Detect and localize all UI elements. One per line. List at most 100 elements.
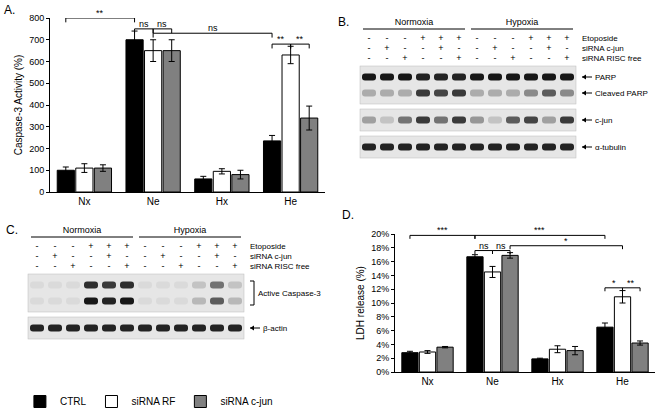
svg-text:200: 200 [29, 144, 44, 154]
svg-text:+: + [70, 261, 75, 271]
svg-text:-: - [90, 251, 93, 261]
svg-text:-: - [494, 53, 497, 63]
svg-text:β-actin: β-actin [263, 324, 287, 333]
svg-text:-: - [368, 43, 371, 53]
svg-text:siRNA RISC free: siRNA RISC free [582, 54, 642, 63]
svg-text:-: - [162, 241, 165, 251]
svg-text:Caspase-3 Activity (%): Caspase-3 Activity (%) [13, 55, 24, 156]
svg-text:siRNA RF: siRNA RF [131, 396, 175, 407]
svg-text:8%: 8% [376, 312, 389, 322]
svg-text:ns: ns [157, 19, 167, 29]
svg-text:Active Caspase-3: Active Caspase-3 [258, 289, 321, 298]
svg-text:Normoxia: Normoxia [395, 17, 434, 27]
svg-text:Ne: Ne [147, 196, 160, 207]
svg-text:-: - [548, 53, 551, 63]
svg-text:-: - [494, 33, 497, 43]
svg-text:***: *** [534, 225, 545, 235]
svg-text:-: - [476, 53, 479, 63]
svg-text:+: + [438, 33, 443, 43]
svg-text:+: + [124, 241, 129, 251]
svg-text:Etoposide: Etoposide [582, 34, 618, 43]
svg-text:-: - [440, 53, 443, 63]
svg-text:100: 100 [29, 165, 44, 175]
svg-text:+: + [232, 261, 237, 271]
svg-text:c-jun: c-jun [595, 116, 612, 125]
svg-text:He: He [616, 376, 629, 387]
svg-text:-: - [458, 43, 461, 53]
svg-text:-: - [368, 33, 371, 43]
svg-text:-: - [404, 43, 407, 53]
svg-text:10%: 10% [371, 298, 389, 308]
svg-text:+: + [456, 33, 461, 43]
svg-text:-: - [162, 261, 165, 271]
svg-text:+: + [196, 241, 201, 251]
svg-text:siRNA RISC free: siRNA RISC free [250, 262, 310, 271]
svg-text:He: He [284, 196, 297, 207]
svg-text:-: - [180, 241, 183, 251]
svg-text:-: - [126, 251, 129, 261]
svg-text:+: + [124, 261, 129, 271]
svg-text:-: - [198, 251, 201, 261]
svg-text:ns: ns [208, 23, 218, 33]
svg-text:18%: 18% [371, 243, 389, 253]
svg-text:-: - [144, 251, 147, 261]
svg-text:-: - [180, 251, 183, 261]
svg-text:-: - [530, 53, 533, 63]
svg-text:CTRL: CTRL [60, 396, 87, 407]
svg-text:-: - [422, 53, 425, 63]
svg-text:-: - [422, 43, 425, 53]
svg-text:+: + [232, 241, 237, 251]
svg-text:Normoxia: Normoxia [63, 225, 102, 235]
svg-text:-: - [476, 43, 479, 53]
svg-text:+: + [456, 53, 461, 63]
svg-text:-: - [54, 261, 57, 271]
svg-text:Cleaved PARP: Cleaved PARP [595, 89, 648, 98]
svg-text:-: - [404, 33, 407, 43]
svg-text:-: - [36, 261, 39, 271]
svg-text:+: + [528, 33, 533, 43]
svg-text:ns: ns [496, 241, 506, 251]
svg-text:siRNA c-jun: siRNA c-jun [220, 396, 272, 407]
svg-text:12%: 12% [371, 284, 389, 294]
svg-text:Nx: Nx [78, 196, 90, 207]
svg-text:ns: ns [479, 241, 489, 251]
svg-text:Hx: Hx [216, 196, 228, 207]
svg-text:300: 300 [29, 122, 44, 132]
svg-text:-: - [144, 241, 147, 251]
svg-text:+: + [160, 251, 165, 261]
svg-text:***: *** [437, 225, 448, 235]
svg-text:-: - [386, 53, 389, 63]
svg-text:α-tubulin: α-tubulin [595, 143, 626, 152]
svg-text:-: - [198, 261, 201, 271]
svg-text:-: - [234, 251, 237, 261]
svg-text:PARP: PARP [595, 73, 616, 82]
svg-text:ns: ns [139, 19, 149, 29]
svg-text:-: - [144, 261, 147, 271]
svg-text:Nx: Nx [421, 376, 433, 387]
svg-text:Ne: Ne [486, 376, 499, 387]
svg-text:Hypoxia: Hypoxia [174, 225, 207, 235]
svg-text:+: + [492, 43, 497, 53]
svg-text:2%: 2% [376, 353, 389, 363]
svg-text:siRNA c-jun: siRNA c-jun [250, 252, 292, 261]
svg-text:-: - [72, 241, 75, 251]
svg-text:-: - [386, 33, 389, 43]
svg-text:+: + [52, 251, 57, 261]
svg-text:-: - [476, 33, 479, 43]
svg-text:+: + [178, 261, 183, 271]
svg-text:**: ** [96, 8, 104, 18]
svg-text:**: ** [627, 278, 635, 288]
svg-text:-: - [72, 251, 75, 261]
svg-text:-: - [512, 33, 515, 43]
svg-text:-: - [36, 251, 39, 261]
svg-text:+: + [106, 241, 111, 251]
svg-text:A.: A. [4, 3, 15, 17]
svg-text:600: 600 [29, 57, 44, 67]
svg-text:700: 700 [29, 35, 44, 45]
svg-text:800: 800 [29, 13, 44, 23]
svg-text:+: + [106, 251, 111, 261]
svg-text:+: + [402, 53, 407, 63]
svg-text:+: + [384, 43, 389, 53]
svg-text:+: + [214, 251, 219, 261]
svg-text:Hypoxia: Hypoxia [506, 17, 539, 27]
